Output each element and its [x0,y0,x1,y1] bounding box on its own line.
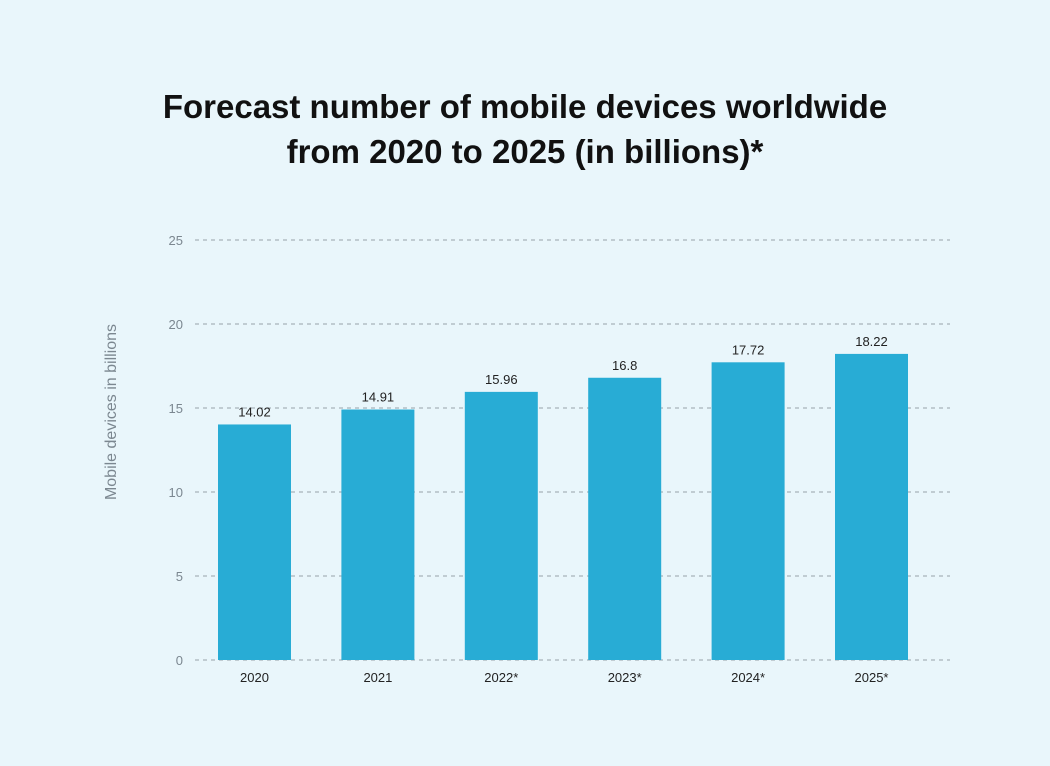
x-tick-label: 2021 [363,670,392,685]
bar-2021 [341,409,415,660]
data-label: 14.02 [238,404,271,419]
chart-title: Forecast number of mobile devices worldw… [0,84,1050,174]
chart-title-line-2: from 2020 to 2025 (in billions)* [286,133,764,170]
bar-2022 [464,391,538,660]
data-labels: 14.02 14.91 15.96 16.8 17.72 18.22 [238,334,888,420]
y-axis-label: Mobile devices in billions [103,324,120,500]
data-label: 14.91 [362,390,395,405]
x-tick-label: 2025* [855,670,889,685]
bar-2024 [711,362,785,660]
x-tick-label: 2023* [608,670,642,685]
y-tick-label: 20 [169,317,183,332]
gridlines: 0 5 10 15 20 25 [169,233,950,668]
data-label: 16.8 [612,358,637,373]
y-tick-label: 0 [176,653,183,668]
y-tick-label: 15 [169,401,183,416]
bar-2023 [588,377,662,660]
y-tick-label: 25 [169,233,183,248]
x-tick-label: 2022* [484,670,518,685]
data-label: 17.72 [732,342,765,357]
x-tick-label: 2024* [731,670,765,685]
bar-2025 [835,353,908,660]
bar-2020 [218,424,291,660]
x-tick-labels: 2020 2021 2022* 2023* 2024* 2025* [240,670,888,685]
bars [218,353,908,660]
x-tick-label: 2020 [240,670,269,685]
y-tick-label: 5 [176,569,183,584]
y-tick-label: 10 [169,485,183,500]
data-label: 15.96 [485,372,518,387]
chart-title-line-1: Forecast number of mobile devices worldw… [162,88,888,125]
data-label: 18.22 [855,334,888,349]
